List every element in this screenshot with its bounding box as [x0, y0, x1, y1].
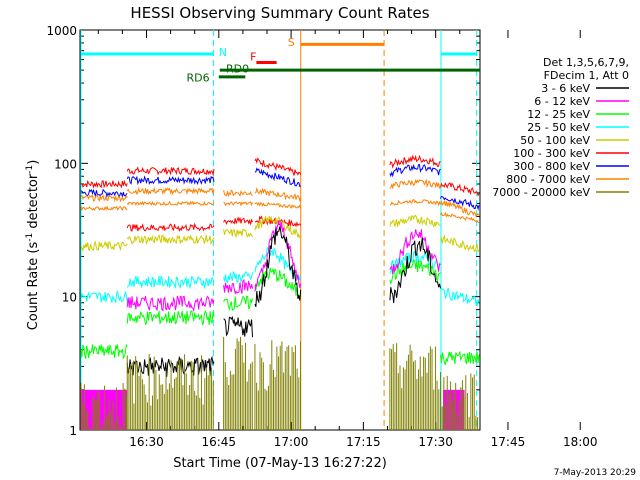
series-25-50-kev	[440, 287, 480, 307]
series-800-7000-kev	[389, 178, 441, 190]
series-100-300-kev	[126, 166, 215, 177]
y-label-sup-2: -1	[25, 165, 35, 174]
series-25-50-kev	[223, 270, 253, 285]
y-tick-label: 10	[62, 291, 77, 305]
series-800-7000-kev	[440, 211, 480, 224]
series-50-100-kev	[389, 214, 441, 228]
flag-label-night: N	[219, 46, 227, 59]
chart-title: HESSI Observing Summary Count Rates	[130, 4, 429, 22]
legend-label: 100 - 300 keV	[513, 147, 590, 160]
series-100-300-kev	[254, 157, 302, 176]
legend-label: 6 - 12 keV	[534, 95, 590, 108]
x-tick-label: 16:30	[129, 435, 164, 449]
series-800-7000-kev	[80, 193, 128, 203]
series-3-6-kev	[254, 226, 302, 307]
series-25-50-kev	[126, 275, 215, 290]
series-800-7000-kev	[126, 200, 215, 207]
x-tick-label: 17:00	[274, 435, 309, 449]
series-12-25-kev	[80, 343, 128, 359]
x-tick-label: 17:30	[418, 435, 453, 449]
series-800-7000-kev	[223, 189, 253, 198]
y-tick-label: 100	[54, 157, 77, 171]
series-3-6-kev	[389, 237, 441, 304]
series-6-12-kev	[254, 220, 302, 292]
series-12-25-kev	[126, 309, 215, 326]
series-100-300-kev	[440, 182, 480, 197]
series-100-300-kev	[126, 222, 215, 232]
series-800-7000-kev	[80, 205, 128, 212]
series-50-100-kev	[254, 215, 302, 239]
x-tick-label: 18:00	[563, 435, 598, 449]
legend: Det 1,3,5,6,7,9,FDecim 1, Att 03 - 6 keV…	[492, 56, 629, 199]
series-800-7000-kev	[254, 186, 302, 203]
timestamp: 7-May-2013 20:29	[554, 468, 637, 478]
series-50-100-kev	[223, 228, 253, 239]
series-50-100-kev	[80, 240, 128, 252]
flag-label-rd0: RD0	[226, 63, 249, 76]
legend-label: 3 - 6 keV	[541, 82, 590, 95]
series-50-100-kev	[440, 233, 480, 253]
flag-label-flare: F	[250, 51, 256, 64]
y-label-part-3: )	[26, 160, 41, 165]
legend-label: 25 - 50 keV	[527, 121, 590, 134]
legend-header: FDecim 1, Att 0	[544, 69, 629, 82]
x-tick-label: 17:15	[346, 435, 381, 449]
series-6-12-kev	[389, 229, 441, 275]
series-300-800-kev	[80, 188, 128, 199]
series-300-800-kev	[254, 167, 302, 188]
series-800-7000-kev	[440, 199, 480, 219]
series-25-50-kev	[80, 290, 128, 303]
series-12-25-kev	[440, 351, 480, 366]
series-300-800-kev	[389, 163, 441, 178]
legend-label: 800 - 7000 keV	[506, 173, 590, 186]
y-label-part-1: Count Rate (s	[26, 242, 41, 331]
series-6-12-kev	[126, 295, 215, 313]
plot-area: 16:30 16:45 17:00 17:15 17:30 17:45 18:00 1 10 10…	[46, 24, 597, 449]
flag-label-rd6: RD6	[187, 72, 210, 85]
series-3-6-kev	[223, 315, 253, 338]
y-tick-label: 1000	[46, 24, 77, 38]
y-axis-label: Count Rate (s-1 detector-1)	[25, 160, 41, 331]
legend-label: 12 - 25 keV	[527, 108, 590, 121]
x-tick-label: 17:45	[491, 435, 526, 449]
series-100-300-kev	[389, 154, 441, 169]
y-label-part-2: detector	[26, 173, 41, 233]
series-100-300-kev	[80, 179, 128, 189]
series-6-12-kev	[223, 278, 253, 295]
series-800-7000-kev	[126, 186, 215, 196]
series-800-7000-kev	[389, 198, 441, 207]
y-tick-label: 1	[69, 424, 77, 438]
series-100-300-kev	[223, 216, 253, 226]
series-50-100-kev	[126, 233, 215, 246]
series-300-800-kev	[440, 195, 480, 211]
series-12-25-kev	[223, 295, 253, 312]
series-800-7000-kev	[254, 201, 302, 210]
legend-header: Det 1,3,5,6,7,9,	[543, 56, 629, 69]
legend-label: 7000 - 20000 keV	[492, 186, 590, 199]
flag-label-saa: S	[288, 36, 295, 49]
legend-label: 300 - 800 keV	[513, 160, 590, 173]
x-axis-label: Start Time (07-May-13 16:27:22)	[173, 456, 387, 471]
series-800-7000-kev	[223, 201, 253, 207]
x-tick-label: 16:45	[201, 435, 236, 449]
legend-label: 50 - 100 keV	[520, 134, 590, 147]
series-300-800-kev	[126, 175, 215, 186]
y-label-sup-1: -1	[25, 233, 35, 242]
